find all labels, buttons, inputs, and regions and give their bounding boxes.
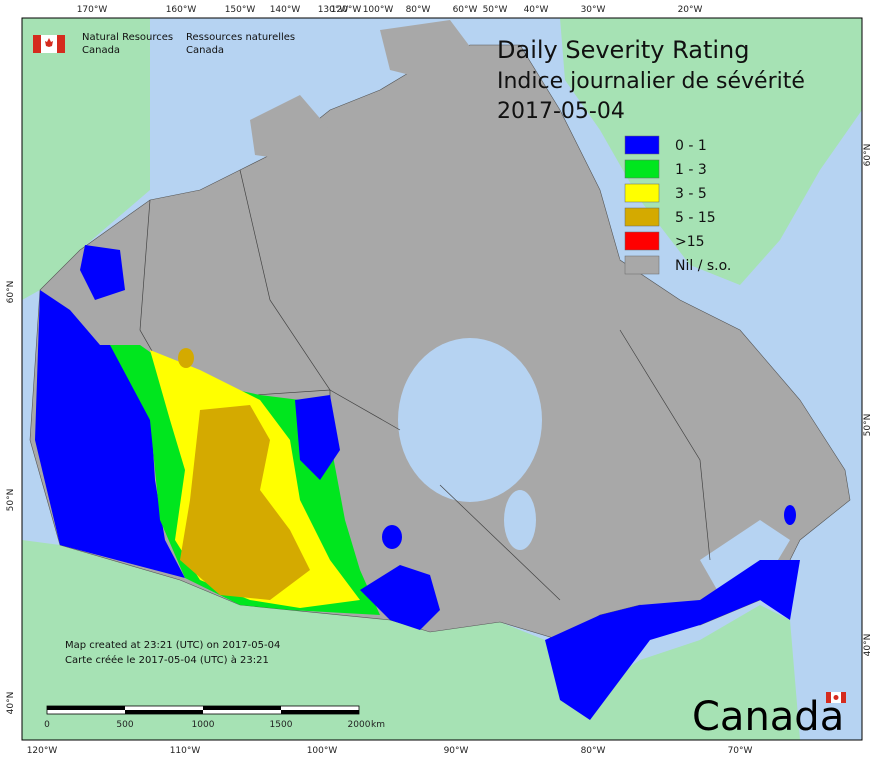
tick-label: 120°W <box>27 746 58 756</box>
boundary <box>619 329 711 561</box>
tick-label: 50°N <box>863 414 873 437</box>
tick-label: 100°W <box>307 746 338 756</box>
scale-label: 1000 <box>192 720 215 730</box>
zone-0-1 <box>80 245 125 300</box>
tick-label: 40°N <box>863 634 873 657</box>
boundary <box>439 484 561 601</box>
title: Indice journalier de sévérité <box>497 69 805 94</box>
zone-0-1 <box>382 525 402 549</box>
date: 2017-05-04 <box>497 99 625 124</box>
credit-line: Carte créée le 2017-05-04 (UTC) à 23:21 <box>65 654 269 666</box>
arctic-island <box>420 100 520 180</box>
legend-label: 5 - 15 <box>675 210 716 226</box>
agency-en: Natural Resources <box>82 32 173 43</box>
title: Daily Severity Rating <box>497 36 749 64</box>
scale-label: 0 <box>44 720 50 730</box>
zone-0-1 <box>545 560 800 720</box>
credits: Map created at 23:21 (UTC) on 2017-05-04… <box>65 640 280 666</box>
tick-label: 70°W <box>728 746 753 756</box>
legend-label: Nil / s.o. <box>675 258 731 274</box>
tick-label: 50°N <box>6 489 16 512</box>
agency-fr: Ressources naturelles <box>186 32 295 43</box>
greenland <box>560 18 862 285</box>
scale-label: 1500 <box>270 720 293 730</box>
map-area <box>21 17 863 741</box>
bottom-ticks: 120°W 110°W 100°W 90°W 80°W 70°W <box>27 746 753 756</box>
left-ticks: 60°N 50°N 40°N <box>6 281 16 715</box>
title-block: Daily Severity Rating Indice journalier … <box>497 36 805 124</box>
zone-0-1 <box>784 505 796 525</box>
legend-swatch <box>624 207 660 227</box>
zone-5-15 <box>180 405 310 600</box>
alaska <box>22 18 150 300</box>
tick-label: 120°W <box>331 5 362 15</box>
arctic-island <box>380 20 480 80</box>
scale-segment <box>203 706 281 710</box>
flag-bar <box>841 692 846 703</box>
tick-label: 40°N <box>6 692 16 715</box>
zone-0-1 <box>360 565 440 630</box>
map-frame <box>21 17 863 741</box>
tick-label: 100°W <box>363 5 394 15</box>
credit-line: Map created at 23:21 (UTC) on 2017-05-04 <box>65 640 280 651</box>
severity-zones <box>35 245 800 720</box>
agency-fr: Canada <box>186 45 224 56</box>
tick-label: 170°W <box>77 5 108 15</box>
tick-label: 140°W <box>270 5 301 15</box>
legend: 0 - 1 1 - 3 3 - 5 5 - 15 >15 Nil / s.o. <box>624 135 731 275</box>
tick-label: 90°W <box>444 746 469 756</box>
legend-label: 1 - 3 <box>675 162 707 178</box>
tick-label: 150°W <box>225 5 256 15</box>
legend-label: 0 - 1 <box>675 138 707 154</box>
arctic-island <box>250 95 330 160</box>
scale-segment <box>47 706 125 710</box>
tick-label: 40°W <box>524 5 549 15</box>
agency-en: Canada <box>82 45 120 56</box>
james-bay <box>504 490 536 550</box>
boundary <box>239 169 401 431</box>
tick-label: 20°W <box>678 5 703 15</box>
scale-label: 2000 <box>348 720 371 730</box>
tick-label: 60°N <box>6 281 16 304</box>
arctic-island <box>520 190 620 270</box>
scale-label: 500 <box>116 720 133 730</box>
wordmark: Canada <box>692 692 846 740</box>
legend-swatch <box>624 135 660 155</box>
flag-bar <box>57 35 65 53</box>
legend-swatch <box>624 255 660 275</box>
agency-header: Natural Resources Canada Ressources natu… <box>33 32 295 56</box>
tick-label: 50°W <box>483 5 508 15</box>
tick-label: 60°W <box>453 5 478 15</box>
legend-label: 3 - 5 <box>675 186 707 202</box>
tick-label: 160°W <box>166 5 197 15</box>
tick-label: 80°W <box>406 5 431 15</box>
hudson-bay <box>398 338 542 502</box>
zone-0-1 <box>295 395 340 480</box>
zone-5-15 <box>178 348 194 368</box>
tick-label: 60°N <box>863 144 873 167</box>
right-ticks: 60°N 50°N 40°N <box>863 144 873 657</box>
tick-label: 110°W <box>170 746 201 756</box>
scale-bar: 0 500 1000 1500 2000 km <box>44 705 385 730</box>
canada-wordmark: Canada <box>692 694 844 740</box>
flag-bar <box>33 35 41 53</box>
scale-segment <box>281 710 359 714</box>
scale-unit: km <box>371 720 385 730</box>
tick-label: 80°W <box>581 746 606 756</box>
tick-label: 30°W <box>581 5 606 15</box>
maple-leaf <box>45 38 53 47</box>
scale-segment <box>125 710 203 714</box>
legend-swatch <box>624 231 660 251</box>
legend-swatch <box>624 159 660 179</box>
flag-bar <box>826 692 831 703</box>
zone-0-1 <box>35 290 185 578</box>
legend-label: >15 <box>675 234 705 250</box>
tick-label: 130°W <box>318 5 349 15</box>
maple-leaf <box>833 695 839 700</box>
legend-swatch <box>624 183 660 203</box>
top-ticks: 170°W 160°W 150°W 140°W 130°W 120°W 100°… <box>77 5 703 15</box>
